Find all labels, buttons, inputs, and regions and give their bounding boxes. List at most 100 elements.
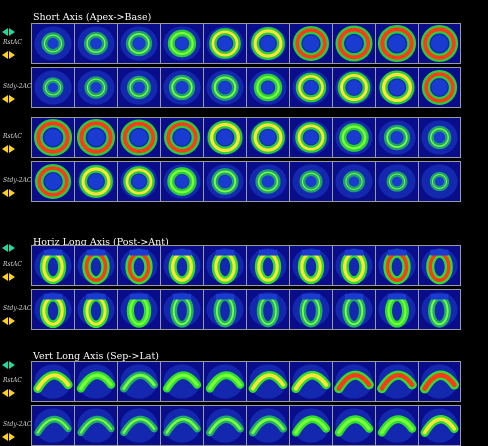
right-arrow-icon[interactable] — [9, 188, 15, 197]
slice-image[interactable] — [375, 405, 418, 446]
right-arrow-icon[interactable] — [9, 27, 15, 36]
slice-image[interactable] — [160, 23, 203, 64]
slice-image[interactable] — [375, 289, 418, 330]
slice-image[interactable] — [117, 245, 160, 286]
right-arrow-icon[interactable] — [9, 94, 15, 103]
slice-image[interactable] — [160, 361, 203, 402]
slice-image[interactable] — [203, 117, 246, 158]
slice-image[interactable] — [332, 161, 375, 202]
right-arrow-icon[interactable] — [9, 144, 15, 153]
left-arrow-icon[interactable] — [2, 50, 8, 59]
slice-image[interactable] — [31, 289, 74, 330]
slice-image[interactable] — [246, 289, 289, 330]
right-arrow-icon[interactable] — [9, 243, 15, 252]
yellow-arrow-pair[interactable] — [2, 388, 30, 397]
slice-image[interactable] — [289, 245, 332, 286]
slice-image[interactable] — [418, 23, 461, 64]
slice-image[interactable] — [332, 289, 375, 330]
slice-image[interactable] — [375, 245, 418, 286]
slice-image[interactable] — [246, 117, 289, 158]
slice-image[interactable] — [332, 361, 375, 402]
left-arrow-icon[interactable] — [2, 94, 8, 103]
slice-image[interactable] — [332, 405, 375, 446]
slice-image[interactable] — [74, 161, 117, 202]
green-arrow-pair[interactable] — [2, 360, 30, 369]
slice-image[interactable] — [203, 405, 246, 446]
right-arrow-icon[interactable] — [9, 432, 15, 441]
slice-image[interactable] — [160, 289, 203, 330]
slice-image[interactable] — [375, 361, 418, 402]
slice-image[interactable] — [332, 117, 375, 158]
slice-image[interactable] — [418, 67, 461, 108]
slice-image[interactable] — [418, 289, 461, 330]
slice-image[interactable] — [160, 405, 203, 446]
slice-image[interactable] — [117, 361, 160, 402]
slice-image[interactable] — [418, 361, 461, 402]
green-arrow-pair[interactable] — [2, 27, 30, 36]
slice-image[interactable] — [160, 161, 203, 202]
slice-image[interactable] — [74, 289, 117, 330]
slice-image[interactable] — [31, 67, 74, 108]
slice-image[interactable] — [375, 23, 418, 64]
slice-image[interactable] — [246, 67, 289, 108]
slice-image[interactable] — [289, 117, 332, 158]
slice-image[interactable] — [332, 245, 375, 286]
yellow-arrow-pair[interactable] — [2, 188, 30, 197]
slice-image[interactable] — [31, 361, 74, 402]
slice-image[interactable] — [74, 23, 117, 64]
yellow-arrow-pair[interactable] — [2, 316, 30, 325]
slice-image[interactable] — [160, 117, 203, 158]
yellow-arrow-pair[interactable] — [2, 272, 30, 281]
slice-image[interactable] — [74, 245, 117, 286]
slice-image[interactable] — [31, 245, 74, 286]
slice-image[interactable] — [74, 67, 117, 108]
slice-image[interactable] — [289, 405, 332, 446]
slice-image[interactable] — [117, 289, 160, 330]
green-arrow-pair[interactable] — [2, 243, 30, 252]
slice-image[interactable] — [117, 405, 160, 446]
slice-image[interactable] — [74, 361, 117, 402]
slice-image[interactable] — [289, 161, 332, 202]
slice-image[interactable] — [246, 361, 289, 402]
slice-image[interactable] — [203, 361, 246, 402]
slice-image[interactable] — [375, 161, 418, 202]
yellow-arrow-pair[interactable] — [2, 50, 30, 59]
left-arrow-icon[interactable] — [2, 360, 8, 369]
slice-image[interactable] — [31, 161, 74, 202]
slice-image[interactable] — [203, 289, 246, 330]
slice-image[interactable] — [74, 117, 117, 158]
slice-image[interactable] — [289, 67, 332, 108]
slice-image[interactable] — [160, 245, 203, 286]
slice-image[interactable] — [246, 245, 289, 286]
slice-image[interactable] — [203, 245, 246, 286]
left-arrow-icon[interactable] — [2, 432, 8, 441]
slice-image[interactable] — [117, 23, 160, 64]
slice-image[interactable] — [375, 67, 418, 108]
right-arrow-icon[interactable] — [9, 272, 15, 281]
slice-image[interactable] — [117, 161, 160, 202]
slice-image[interactable] — [246, 405, 289, 446]
slice-image[interactable] — [117, 67, 160, 108]
slice-image[interactable] — [203, 23, 246, 64]
right-arrow-icon[interactable] — [9, 316, 15, 325]
slice-image[interactable] — [74, 405, 117, 446]
yellow-arrow-pair[interactable] — [2, 432, 30, 441]
slice-image[interactable] — [418, 245, 461, 286]
slice-image[interactable] — [375, 117, 418, 158]
slice-image[interactable] — [289, 361, 332, 402]
left-arrow-icon[interactable] — [2, 243, 8, 252]
slice-image[interactable] — [246, 161, 289, 202]
slice-image[interactable] — [117, 117, 160, 158]
slice-image[interactable] — [289, 23, 332, 64]
slice-image[interactable] — [31, 23, 74, 64]
slice-image[interactable] — [203, 161, 246, 202]
left-arrow-icon[interactable] — [2, 188, 8, 197]
slice-image[interactable] — [289, 289, 332, 330]
slice-image[interactable] — [246, 23, 289, 64]
slice-image[interactable] — [332, 67, 375, 108]
left-arrow-icon[interactable] — [2, 388, 8, 397]
left-arrow-icon[interactable] — [2, 27, 8, 36]
slice-image[interactable] — [418, 405, 461, 446]
left-arrow-icon[interactable] — [2, 316, 8, 325]
slice-image[interactable] — [418, 161, 461, 202]
